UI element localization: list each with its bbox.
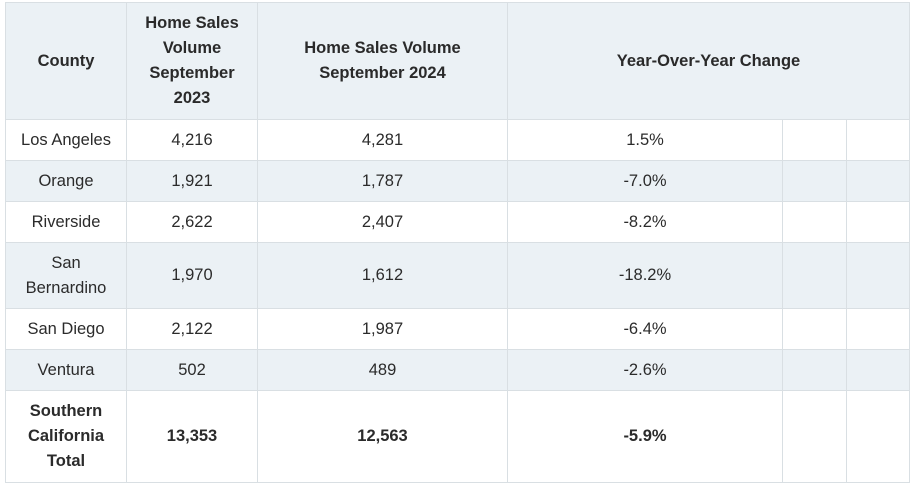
table-row: San Bernardino 1,970 1,612 -18.2% [5,242,911,309]
cell-sales-2024: 1,612 [257,242,508,309]
cell-county: Ventura [5,349,127,391]
cell-sales-2024: 489 [257,349,508,391]
table-row: Ventura 502 489 -2.6% [5,349,911,391]
cell-yoy-change: -18.2% [507,242,783,309]
cell-empty [782,349,847,391]
cell-empty [845,349,911,391]
cell-empty [782,308,847,350]
cell-empty [845,201,911,243]
cell-sales-2023: 502 [126,349,258,391]
table-row: San Diego 2,122 1,987 -6.4% [5,308,911,350]
cell-sales-2023: 1,921 [126,160,258,202]
cell-yoy-change: -2.6% [507,349,783,391]
header-sales-2024: Home Sales Volume September 2024 [257,2,508,120]
table-row: Orange 1,921 1,787 -7.0% [5,160,911,202]
header-county: County [5,2,127,120]
cell-empty [782,201,847,243]
cell-empty [845,242,911,309]
cell-empty [845,119,911,161]
cell-sales-2023-total: 13,353 [126,390,258,483]
cell-sales-2023: 1,970 [126,242,258,309]
cell-yoy-change-total: -5.9% [507,390,783,483]
table-row: Los Angeles 4,216 4,281 1.5% [5,119,911,161]
cell-sales-2023: 2,622 [126,201,258,243]
table-header-row: County Home Sales Volume September 2023 … [5,2,911,120]
cell-empty [845,160,911,202]
cell-yoy-change: 1.5% [507,119,783,161]
cell-empty [845,390,911,483]
cell-yoy-change: -8.2% [507,201,783,243]
cell-sales-2023: 4,216 [126,119,258,161]
cell-yoy-change: -7.0% [507,160,783,202]
cell-empty [782,119,847,161]
home-sales-table-container: County Home Sales Volume September 2023 … [5,2,911,483]
cell-empty [782,390,847,483]
header-yoy-change: Year-Over-Year Change [506,2,911,120]
home-sales-table: County Home Sales Volume September 2023 … [5,2,911,483]
cell-county: Los Angeles [5,119,127,161]
cell-county: Orange [5,160,127,202]
cell-sales-2024: 1,787 [257,160,508,202]
cell-empty [782,160,847,202]
cell-empty [845,308,911,350]
table-row: Riverside 2,622 2,407 -8.2% [5,201,911,243]
cell-county: San Bernardino [5,242,127,309]
cell-sales-2024-total: 12,563 [257,390,508,483]
cell-sales-2024: 2,407 [257,201,508,243]
cell-county: San Diego [5,308,127,350]
cell-yoy-change: -6.4% [507,308,783,350]
header-sales-2023: Home Sales Volume September 2023 [126,2,258,120]
cell-county-total: Southern California Total [5,390,127,483]
cell-county: Riverside [5,201,127,243]
table-total-row: Southern California Total 13,353 12,563 … [5,390,911,483]
cell-sales-2024: 1,987 [257,308,508,350]
cell-sales-2024: 4,281 [257,119,508,161]
cell-empty [782,242,847,309]
cell-sales-2023: 2,122 [126,308,258,350]
